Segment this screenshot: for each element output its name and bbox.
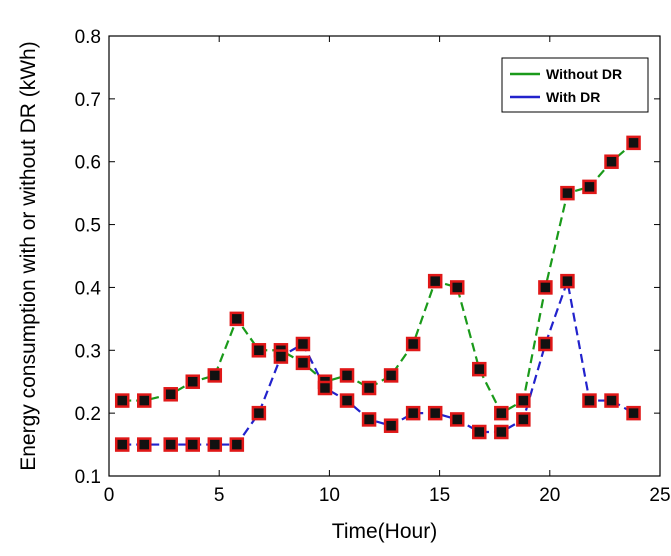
- data-point-s1: [251, 343, 267, 358]
- data-point-s1: [361, 380, 377, 396]
- y-tick-label: 0.7: [75, 90, 101, 111]
- data-point-s2: [251, 405, 267, 421]
- data-point-s2: [207, 437, 223, 452]
- data-point-s1: [405, 336, 421, 352]
- x-tick-label: 20: [539, 485, 560, 506]
- y-tick-label: 0.4: [75, 278, 102, 299]
- data-point-s1: [472, 361, 487, 377]
- data-point-s1: [516, 393, 531, 408]
- data-point-s1: [339, 368, 355, 383]
- data-point-s2: [229, 437, 245, 452]
- data-point-s2: [114, 437, 130, 452]
- x-tick-label: 15: [429, 485, 450, 506]
- data-point-s2: [626, 405, 641, 421]
- x-tick-label: 10: [319, 485, 340, 506]
- legend-label-2: With DR: [546, 89, 600, 105]
- data-point-s2: [295, 336, 311, 352]
- x-tick-label: 5: [214, 485, 225, 506]
- data-point-s1: [185, 374, 201, 389]
- data-point-s1: [626, 135, 641, 151]
- data-point-s2: [582, 393, 597, 408]
- legend-label-1: Without DR: [546, 66, 622, 82]
- data-point-s1: [449, 280, 465, 295]
- y-tick-label: 0.8: [75, 27, 101, 48]
- data-point-s1: [604, 154, 619, 169]
- data-point-s1: [538, 280, 553, 295]
- y-tick-label: 0.5: [75, 216, 101, 237]
- data-point-s2: [449, 412, 465, 427]
- data-point-s2: [137, 437, 152, 452]
- data-point-s1: [494, 405, 509, 421]
- data-point-s2: [273, 349, 289, 364]
- data-point-s1: [383, 368, 399, 383]
- x-tick-label: 0: [104, 485, 115, 506]
- x-tick-label: 25: [649, 485, 670, 506]
- legend-box: [501, 57, 649, 113]
- data-point-s2: [604, 393, 619, 408]
- data-point-s2: [383, 418, 399, 433]
- data-point-s2: [427, 405, 443, 421]
- data-point-s1: [207, 368, 223, 383]
- data-point-s2: [538, 336, 553, 352]
- data-point-s2: [361, 412, 377, 427]
- legend: Without DR With DR: [501, 57, 649, 113]
- data-point-s2: [317, 380, 333, 396]
- data-point-s2: [516, 412, 531, 427]
- data-point-s1: [137, 393, 152, 408]
- data-point-s1: [295, 355, 311, 371]
- data-point-s1: [229, 311, 245, 327]
- y-tick-label: 0.6: [75, 153, 101, 174]
- data-point-s2: [472, 424, 487, 440]
- y-tick-label: 0.2: [75, 404, 101, 425]
- y-axis-label: Energy consumption with or without DR (k…: [17, 41, 40, 471]
- data-point-s2: [405, 405, 421, 421]
- ticks-layer: 0 5 10 15 20 25 0.1 0.2 0.3 0.4 0.5 0.6 0.7 0.8: [75, 27, 671, 506]
- labels-layer: Time(Hour) Energy consumption with or wi…: [17, 41, 437, 543]
- data-point-s1: [114, 393, 130, 408]
- series-layer: [114, 135, 641, 452]
- data-point-s1: [560, 185, 575, 201]
- y-tick-label: 0.1: [75, 467, 101, 488]
- data-point-s2: [339, 393, 355, 408]
- data-point-s1: [427, 273, 443, 289]
- data-point-s1: [582, 179, 597, 195]
- x-axis-label: Time(Hour): [332, 520, 437, 543]
- data-point-s2: [494, 424, 509, 440]
- y-tick-label: 0.3: [75, 341, 101, 362]
- data-point-s2: [163, 437, 178, 452]
- data-point-s1: [163, 387, 178, 402]
- data-point-s2: [185, 437, 201, 452]
- data-point-s2: [560, 273, 575, 289]
